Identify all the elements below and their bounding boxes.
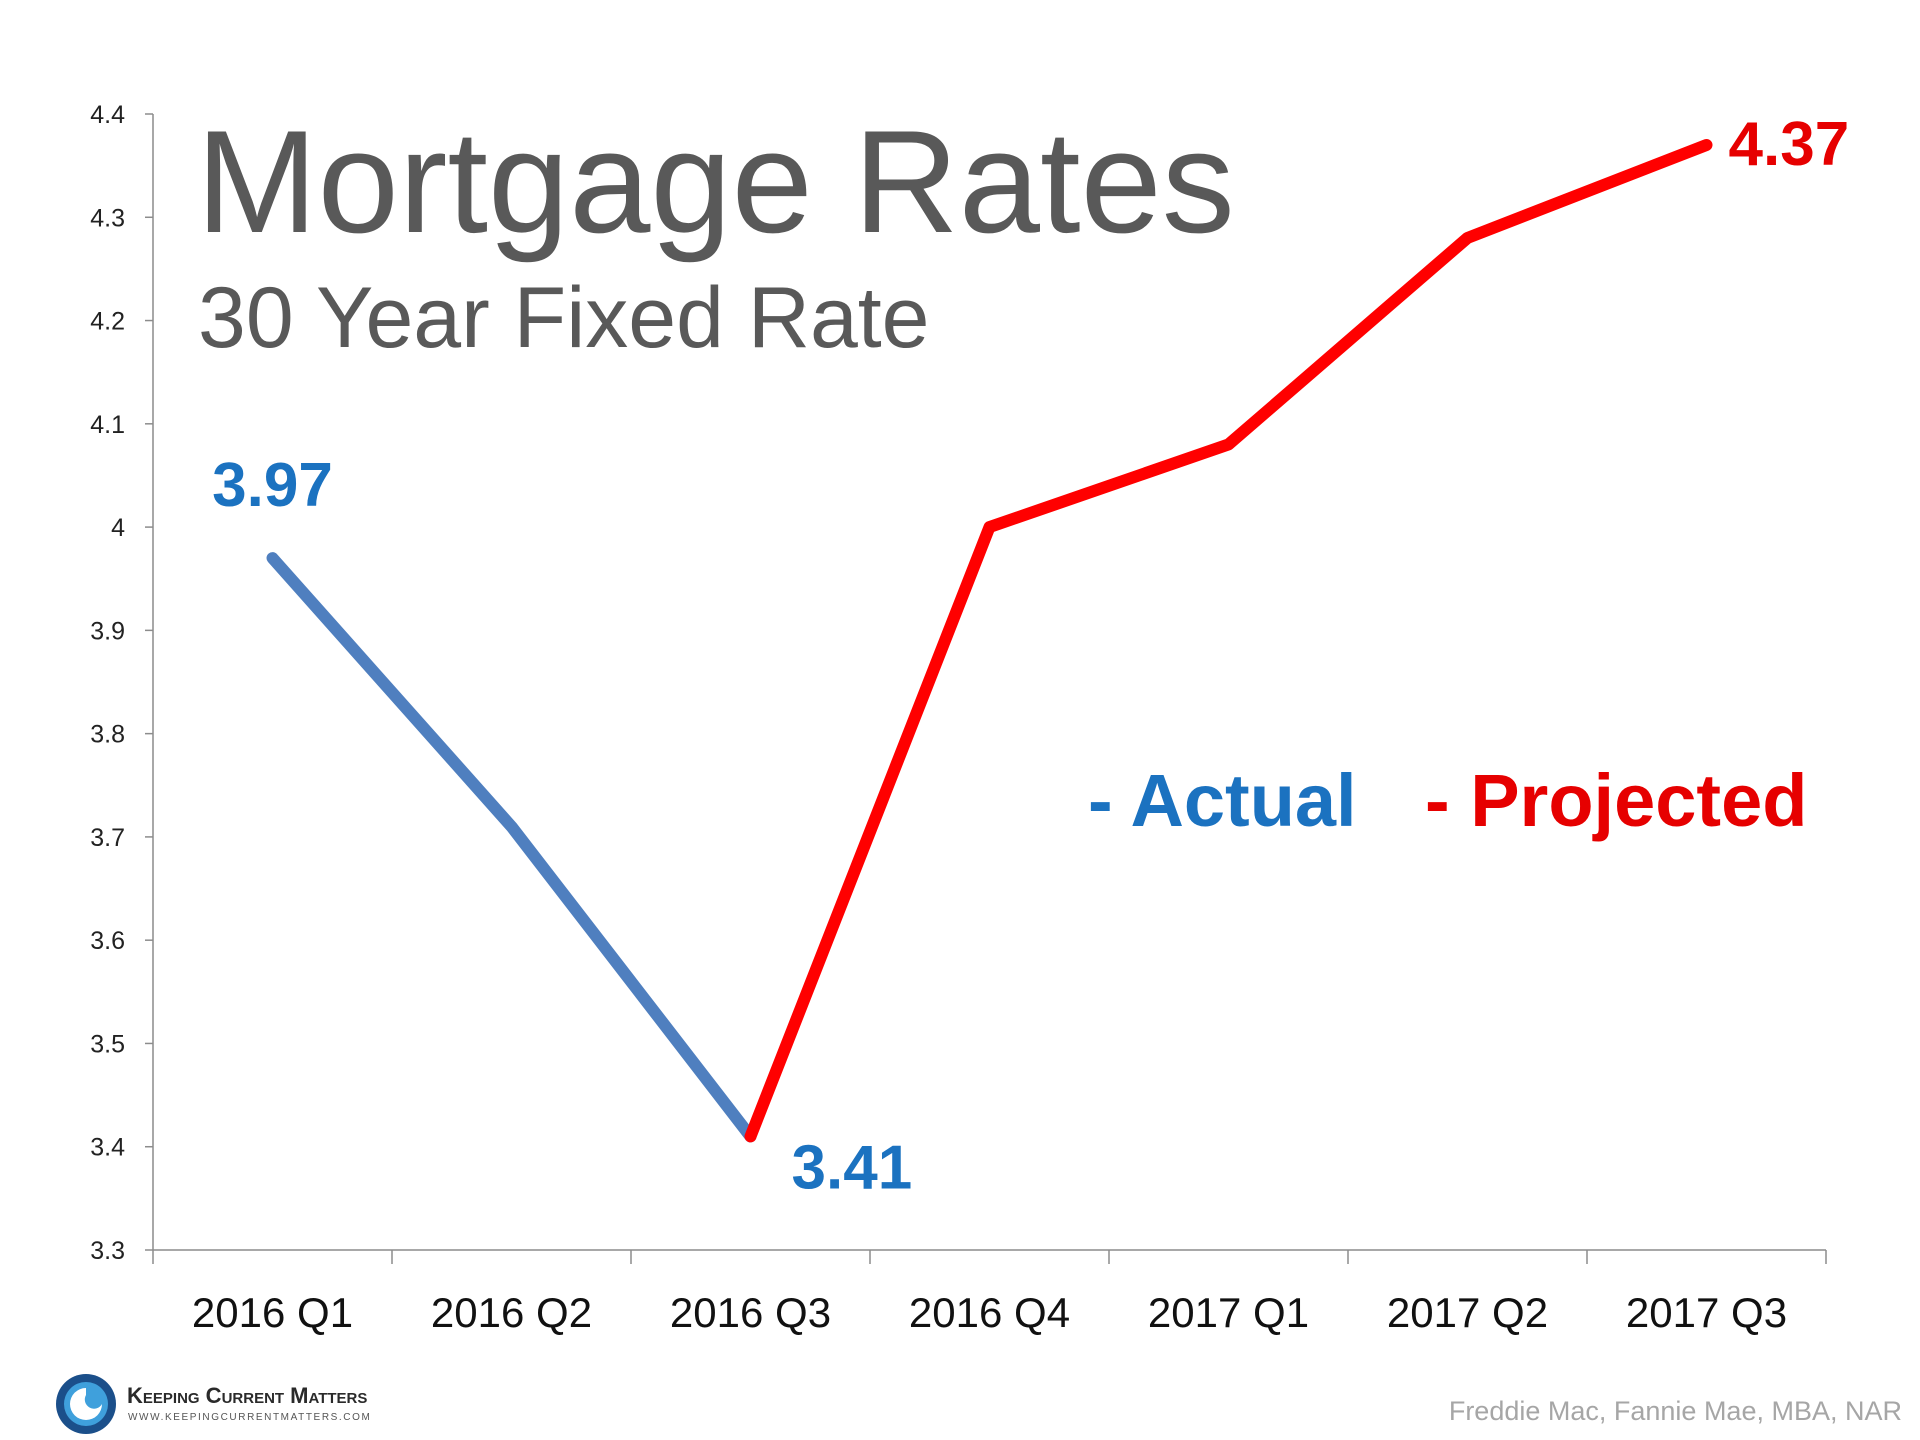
- data-label: 3.97: [212, 451, 333, 520]
- logo: Keeping Current Matters WWW.KEEPINGCURRE…: [56, 1374, 371, 1434]
- data-label: 3.41: [792, 1133, 913, 1202]
- data-label: 4.37: [1729, 110, 1850, 179]
- y-tick-label: 3.3: [90, 1237, 125, 1265]
- y-tick-label: 4: [111, 514, 125, 542]
- y-tick-label: 4.4: [90, 101, 125, 129]
- logo-name: Keeping Current Matters: [127, 1383, 367, 1408]
- y-tick-label: 3.4: [90, 1134, 125, 1162]
- y-tick-label: 3.5: [90, 1030, 125, 1058]
- x-tick-label: 2017 Q3: [1626, 1289, 1787, 1336]
- x-tick-label: 2016 Q1: [192, 1289, 353, 1336]
- y-tick-label: 4.1: [90, 411, 125, 439]
- x-tick-label: 2016 Q2: [431, 1289, 592, 1336]
- y-tick-label: 3.8: [90, 721, 125, 749]
- x-tick-label: 2017 Q1: [1148, 1289, 1309, 1336]
- logo-icon: [70, 1388, 102, 1420]
- y-tick-label: 3.9: [90, 617, 125, 645]
- legend-label: - Actual: [1088, 759, 1357, 842]
- source-note: Freddie Mac, Fannie Mae, MBA, NAR: [1449, 1396, 1902, 1426]
- series-line: [266, 552, 757, 1143]
- logo-url: WWW.KEEPINGCURRENTMATTERS.COM: [128, 1412, 371, 1423]
- chart-subtitle: 30 Year Fixed Rate: [198, 270, 930, 366]
- y-tick-label: 3.7: [90, 824, 125, 852]
- y-tick-label: 3.6: [90, 927, 125, 955]
- legend-label: - Projected: [1425, 759, 1807, 842]
- y-tick-label: 4.2: [90, 308, 125, 336]
- y-tick-label: 4.3: [90, 204, 125, 232]
- series-line: [744, 138, 1713, 1143]
- x-tick-label: 2016 Q3: [670, 1289, 831, 1336]
- x-tick-label: 2017 Q2: [1387, 1289, 1548, 1336]
- x-tick-label: 2016 Q4: [909, 1289, 1070, 1336]
- chart-title: Mortgage Rates: [196, 100, 1235, 263]
